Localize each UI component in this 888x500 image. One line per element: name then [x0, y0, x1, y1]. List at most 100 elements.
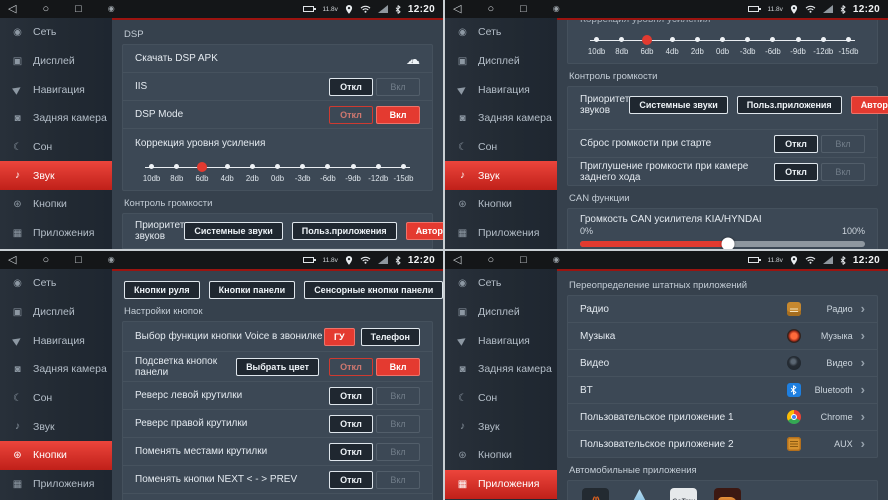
tpms-app-icon[interactable]: (!) [582, 488, 609, 500]
slider-dot[interactable] [350, 164, 356, 169]
voice-head-unit-button[interactable]: ГУ [323, 327, 355, 346]
reverse-left-on-button[interactable]: Вкл [376, 386, 420, 405]
slider-dot[interactable] [249, 164, 255, 169]
sidebar-item-sound[interactable]: ♪ Звук [445, 412, 557, 441]
slider-dot[interactable] [669, 37, 675, 42]
sidebar-item-display[interactable]: ▣ Дисплей [0, 298, 112, 327]
android-auto-app-icon[interactable] [627, 489, 652, 500]
home-icon[interactable]: ○ [487, 3, 495, 15]
app-row-bt[interactable]: BT Bluetooth › [568, 377, 877, 404]
sidebar-item-sleep[interactable]: ☾ Сон [445, 384, 557, 413]
slider-thumb[interactable] [721, 237, 735, 249]
priority-auto-mode-button[interactable]: Авторежим [405, 222, 443, 240]
sidebar-item-navigation[interactable]: ▶ Навигация [445, 75, 557, 104]
slider-dot[interactable] [694, 37, 700, 42]
screenshot-icon[interactable]: ◉ [107, 255, 115, 264]
back-icon[interactable]: ◁ [8, 254, 17, 266]
home-icon[interactable]: ○ [42, 254, 50, 266]
camera-mute-on-button[interactable]: Вкл [821, 162, 865, 181]
slider-dot[interactable] [795, 37, 801, 42]
sidebar-item-rear-camera[interactable]: ◙ Задняя камера [0, 355, 112, 384]
reset-volume-on-button[interactable]: Вкл [821, 134, 865, 153]
swap-next-prev-off-button[interactable]: Откл [329, 470, 373, 489]
slider-dot[interactable] [619, 37, 625, 42]
slider-dot[interactable] [720, 37, 726, 42]
pick-color-button[interactable]: Выбрать цвет [236, 357, 319, 376]
sidebar-item-network[interactable]: ◉ Сеть [445, 18, 557, 47]
iis-off-button[interactable]: Откл [329, 77, 373, 96]
app-row-music[interactable]: Музыка Музыка › [568, 323, 877, 350]
sidebar-item-buttons[interactable]: ⊛ Кнопки [0, 190, 112, 219]
gain-slider[interactable]: 10db 8db 6db 4db 2db 0db -3db -6db -9db … [568, 25, 877, 63]
sidebar-item-navigation[interactable]: ▶ Навигация [0, 326, 112, 355]
sidebar-item-navigation[interactable]: ▶ Навигация [0, 75, 112, 104]
swap-next-prev-on-button[interactable]: Вкл [376, 470, 420, 489]
screenshot-icon[interactable]: ◉ [552, 255, 560, 264]
slider-dot[interactable] [174, 164, 180, 169]
backlight-off-button[interactable]: Откл [329, 357, 373, 376]
sidebar-item-rear-camera[interactable]: ◙ Задняя камера [445, 355, 557, 384]
sidebar-item-display[interactable]: ▣ Дисплей [445, 47, 557, 76]
voice-phone-button[interactable]: Телефон [360, 327, 420, 346]
slider-dot[interactable] [745, 37, 751, 42]
priority-system-sounds-button[interactable]: Системные звуки [629, 96, 728, 114]
app-row-user-app-2[interactable]: Пользовательское приложение 2 AUX › [568, 431, 877, 457]
sidebar-item-sound[interactable]: ♪ Звук [0, 161, 112, 191]
app-row-radio[interactable]: Радио Радио › [568, 296, 877, 323]
setting-row-download-dsp[interactable]: Скачать DSP APK ☁ ↓ [123, 45, 432, 73]
camera-mute-off-button[interactable]: Откл [774, 162, 818, 181]
recents-icon[interactable]: □ [75, 254, 82, 266]
tab-steering-buttons[interactable]: Кнопки руля [124, 281, 200, 299]
home-icon[interactable]: ○ [42, 3, 50, 15]
sidebar-item-apps[interactable]: ▦ Приложения [0, 219, 112, 248]
car-launcher-app-icon[interactable] [714, 488, 741, 500]
dsp-mode-on-button[interactable]: Вкл [376, 105, 420, 124]
sidebar-item-navigation[interactable]: ▶ Навигация [445, 326, 557, 355]
can-volume-slider[interactable] [580, 237, 865, 249]
priority-auto-mode-button[interactable]: Авторежим [850, 96, 888, 114]
priority-user-apps-button[interactable]: Польз.приложения [291, 222, 397, 240]
gotrev-app-icon[interactable]: GoTrev [670, 488, 697, 500]
sidebar-item-buttons[interactable]: ⊛ Кнопки [0, 441, 112, 470]
cloud-download-icon[interactable]: ☁ ↓ [406, 52, 420, 66]
sidebar-item-apps[interactable]: ▦ Приложения [445, 469, 557, 499]
reset-volume-off-button[interactable]: Откл [774, 134, 818, 153]
reverse-left-off-button[interactable]: Откл [329, 386, 373, 405]
back-icon[interactable]: ◁ [453, 254, 462, 266]
screenshot-icon[interactable]: ◉ [552, 4, 560, 13]
sidebar-item-sound[interactable]: ♪ Звук [445, 161, 557, 191]
gain-slider[interactable]: 10db 8db 6db 4db 2db 0db -3db -6db -9db … [123, 152, 432, 190]
slider-dot[interactable] [224, 164, 230, 169]
iis-on-button[interactable]: Вкл [376, 77, 420, 96]
sidebar-item-sleep[interactable]: ☾ Сон [0, 133, 112, 162]
slider-dot[interactable] [594, 37, 600, 42]
slider-dot[interactable] [820, 37, 826, 42]
backlight-on-button[interactable]: Вкл [376, 357, 420, 376]
slider-dot[interactable] [325, 164, 331, 169]
sidebar-item-apps[interactable]: ▦ Приложения [0, 470, 112, 499]
recents-icon[interactable]: □ [75, 3, 82, 15]
screenshot-icon[interactable]: ◉ [107, 4, 115, 13]
swap-knobs-on-button[interactable]: Вкл [376, 442, 420, 461]
priority-user-apps-button[interactable]: Польз.приложения [736, 96, 842, 114]
back-icon[interactable]: ◁ [453, 3, 462, 15]
sidebar-item-sleep[interactable]: ☾ Сон [445, 133, 557, 162]
slider-dot[interactable] [375, 164, 381, 169]
slider-dot[interactable] [300, 164, 306, 169]
sidebar-item-display[interactable]: ▣ Дисплей [445, 298, 557, 327]
priority-system-sounds-button[interactable]: Системные звуки [184, 222, 283, 240]
sidebar-item-network[interactable]: ◉ Сеть [0, 269, 112, 298]
slider-dot-selected[interactable] [196, 161, 207, 172]
reverse-right-off-button[interactable]: Откл [329, 414, 373, 433]
sidebar-item-buttons[interactable]: ⊛ Кнопки [445, 441, 557, 470]
swap-knobs-off-button[interactable]: Откл [329, 442, 373, 461]
recents-icon[interactable]: □ [520, 254, 527, 266]
sidebar-item-display[interactable]: ▣ Дисплей [0, 47, 112, 76]
slider-dot[interactable] [275, 164, 281, 169]
dsp-mode-off-button[interactable]: Откл [329, 105, 373, 124]
tab-touch-panel-buttons[interactable]: Сенсорные кнопки панели [304, 281, 443, 299]
setting-row-backup-buttons[interactable]: Бекап кнопок [123, 494, 432, 500]
sidebar-item-rear-camera[interactable]: ◙ Задняя камера [445, 104, 557, 133]
back-icon[interactable]: ◁ [8, 3, 17, 15]
sidebar-item-buttons[interactable]: ⊛ Кнопки [445, 190, 557, 219]
